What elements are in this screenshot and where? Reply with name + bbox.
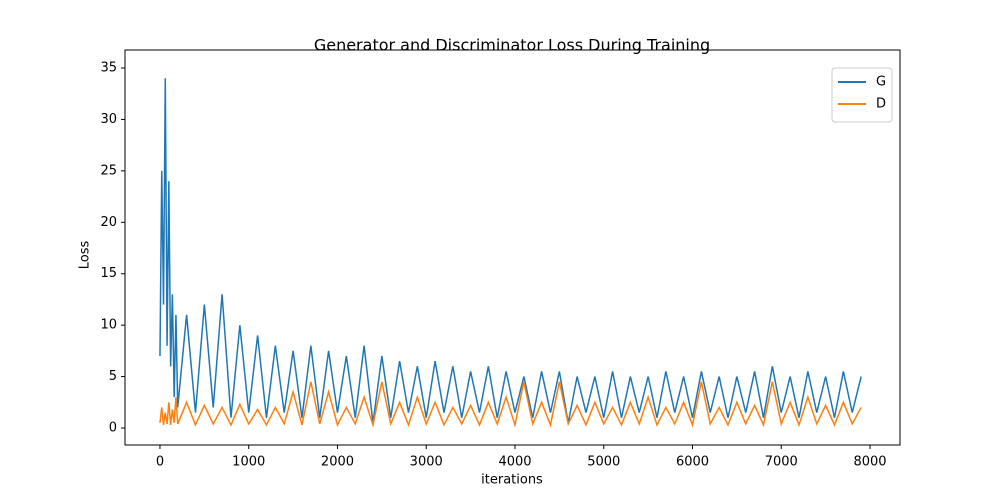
y-tick-label: 35 bbox=[100, 61, 117, 76]
legend-label: D bbox=[876, 97, 886, 112]
y-tick-label: 10 bbox=[100, 318, 117, 333]
x-tick-label: 2000 bbox=[321, 455, 354, 470]
x-axis-label: iterations bbox=[481, 473, 543, 488]
series-line bbox=[159, 381, 862, 428]
x-tick-label: 5000 bbox=[587, 455, 620, 470]
x-tick-label: 3000 bbox=[410, 455, 443, 470]
x-tick-label: 8000 bbox=[853, 455, 886, 470]
x-tick-label: 7000 bbox=[765, 455, 798, 470]
x-tick-label: 6000 bbox=[676, 455, 709, 470]
y-axis-label: Loss bbox=[78, 241, 93, 270]
y-tick-label: 20 bbox=[100, 215, 117, 230]
series-line bbox=[159, 78, 862, 424]
plot-frame bbox=[124, 49, 901, 446]
legend-label: G bbox=[876, 75, 886, 90]
x-tick-label: 1000 bbox=[232, 455, 265, 470]
chart-title: Generator and Discriminator Loss During … bbox=[314, 36, 710, 55]
x-tick-label: 4000 bbox=[498, 455, 531, 470]
x-tick-label: 0 bbox=[156, 455, 164, 470]
y-tick-label: 30 bbox=[100, 112, 117, 127]
y-tick-label: 0 bbox=[109, 421, 117, 436]
y-tick-label: 15 bbox=[100, 266, 117, 281]
y-tick-label: 25 bbox=[100, 163, 117, 178]
y-tick-label: 5 bbox=[109, 369, 117, 384]
